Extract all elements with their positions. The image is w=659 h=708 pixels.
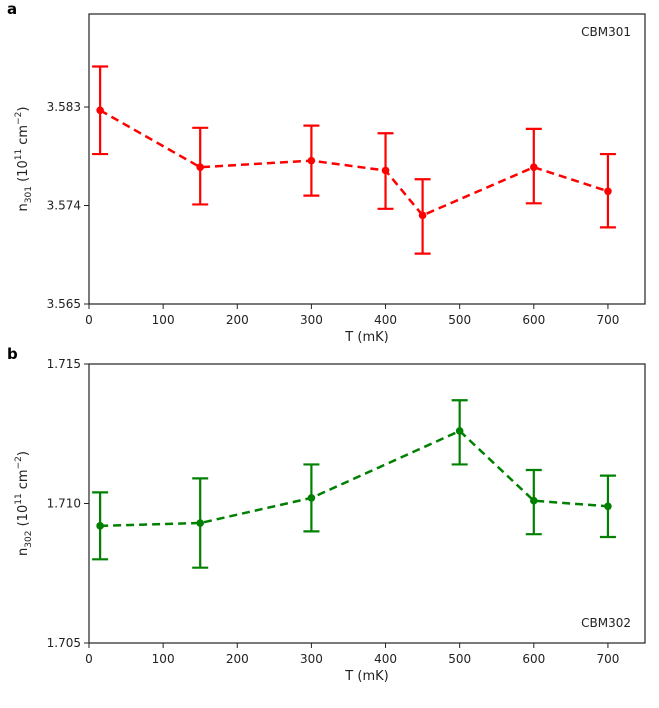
x-tick-label: 0 xyxy=(85,313,93,327)
plot-frame xyxy=(88,363,646,644)
y-axis-label-part: ) xyxy=(16,107,31,112)
panel-letter: b xyxy=(7,345,18,363)
x-tick-label: 300 xyxy=(300,652,323,666)
series-annotation: CBM302 xyxy=(581,616,631,630)
x-tick-label: 700 xyxy=(596,652,619,666)
x-tick-label: 500 xyxy=(448,652,471,666)
data-point xyxy=(96,522,104,530)
series-line xyxy=(99,109,609,217)
x-axis-label: T (mK) xyxy=(344,330,388,345)
y-tick-label: 1.705 xyxy=(47,636,81,650)
y-axis-label-part: n xyxy=(16,203,31,211)
y-tick-label: 3.583 xyxy=(47,100,81,114)
data-point xyxy=(381,166,390,175)
y-axis-label-part: 301 xyxy=(24,186,34,203)
x-tick-label: 600 xyxy=(522,313,545,327)
chart-panel-b: b 0 100 200 300 400 500 600 700 1.705 1.710 1.715 T … xyxy=(7,345,646,684)
y-axis-label-part: cm xyxy=(16,125,31,149)
x-tick-label: 200 xyxy=(226,313,249,327)
data-point xyxy=(530,496,538,505)
x-tick-label: 300 xyxy=(300,313,323,327)
data-point xyxy=(307,494,316,502)
y-axis-label-part: n xyxy=(16,548,31,556)
y-tick-label: 1.715 xyxy=(47,357,81,371)
chart-panel-a: a 0 100 200 300 400 500 600 700 3.565 3.574 3.583 T … xyxy=(7,0,646,345)
y-axis-label-part: −2 xyxy=(14,456,24,469)
data-point xyxy=(530,163,538,172)
x-tick-label: 200 xyxy=(226,652,249,666)
y-axis-label-part: 11 xyxy=(14,493,24,504)
data-point xyxy=(307,156,316,165)
x-axis-label: T (mK) xyxy=(344,669,388,684)
y-axis-label-part: −2 xyxy=(14,112,24,125)
data-point xyxy=(604,187,612,196)
data-point xyxy=(604,502,612,511)
data-point xyxy=(196,163,204,172)
data-point xyxy=(455,427,464,435)
y-axis-label-part: 11 xyxy=(14,149,24,160)
x-tick-label: 0 xyxy=(85,652,93,666)
x-tick-label: 100 xyxy=(152,652,175,666)
x-tick-label: 100 xyxy=(152,313,175,327)
panel-letter: a xyxy=(7,0,17,18)
x-tick-label: 400 xyxy=(374,313,397,327)
data-point xyxy=(418,211,427,220)
x-tick-label: 600 xyxy=(522,652,545,666)
data-point xyxy=(196,519,204,527)
y-axis-label: n301 (1011 cm−2) xyxy=(14,107,34,212)
plot-frame xyxy=(88,13,646,305)
y-axis-label: n302 (1011 cm−2) xyxy=(14,451,34,556)
y-axis-label-part: 302 xyxy=(24,531,34,548)
x-tick-label: 400 xyxy=(374,652,397,666)
y-tick-label: 3.565 xyxy=(47,297,81,311)
y-tick-label: 1.710 xyxy=(47,497,81,511)
series-line xyxy=(100,429,609,528)
y-axis-label-part: ) xyxy=(16,451,31,456)
y-axis-label-part: (10 xyxy=(16,505,31,531)
x-tick-label: 500 xyxy=(448,313,471,327)
data-point xyxy=(96,106,104,115)
y-axis-label-part: (10 xyxy=(16,160,31,186)
y-axis-label-part: cm xyxy=(16,469,31,493)
series-annotation: CBM301 xyxy=(581,25,631,39)
y-tick-label: 3.574 xyxy=(47,199,81,213)
x-tick-label: 700 xyxy=(596,313,619,327)
